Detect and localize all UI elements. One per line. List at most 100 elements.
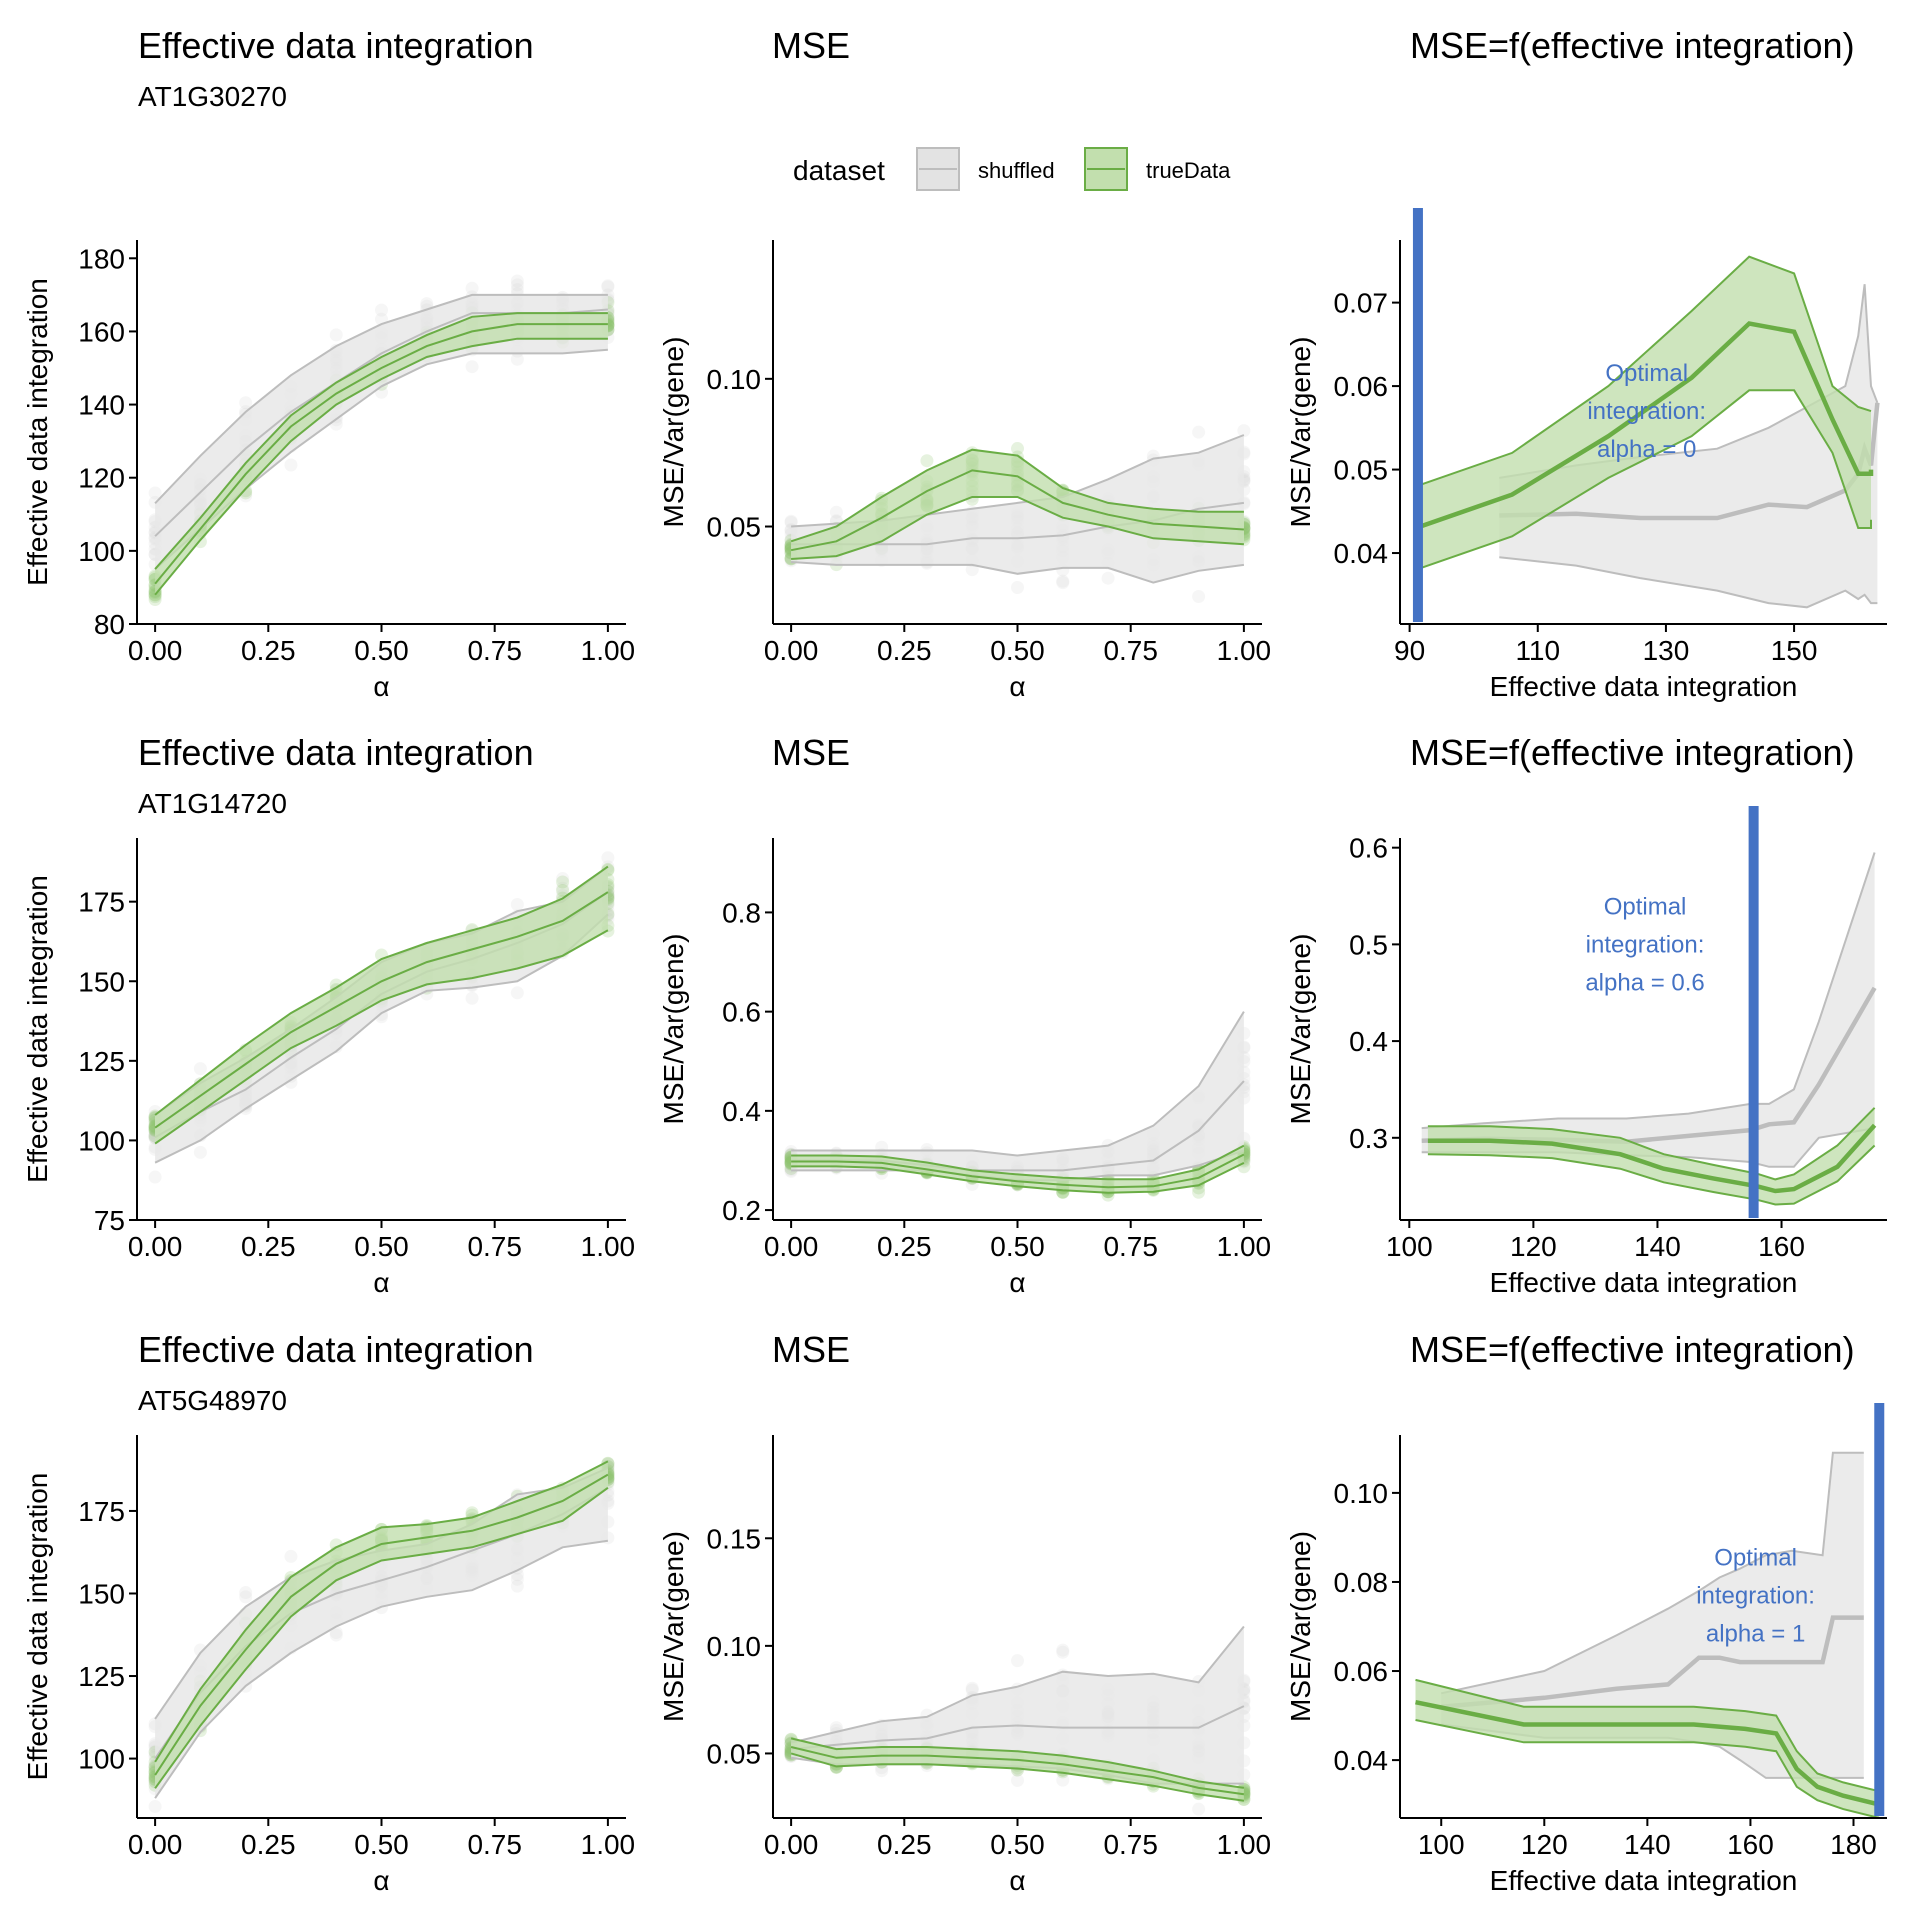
y-tick-label: 150 [78,1578,125,1609]
replicate-point-shuffled [193,1062,207,1076]
lower-bound-trueData [1415,389,1872,571]
y-tick-label: 120 [78,463,125,494]
optimal-annotation: alpha = 0 [1597,436,1696,463]
optimal-annotation: integration: [1696,1582,1815,1609]
x-tick-label: 0.00 [128,1829,183,1860]
x-tick-label: 1.00 [1217,1829,1272,1860]
plot-area [784,424,1251,603]
y-tick-label: 0.06 [1334,1656,1389,1687]
optimal-line [1874,1403,1885,1816]
lower-bound-trueData [1415,1719,1880,1817]
x-tick-label: 100 [1386,1231,1433,1262]
panel-title: Effective data integration [138,732,534,773]
y-tick-label: 160 [78,316,125,347]
replicate-point-shuffled [148,486,162,500]
panel-8: MSE 0.00 0.25 0.50 0.75 1.00 0.05 0.10 0.15 α MSE/… [658,1329,1271,1896]
axes: 0.00 0.25 0.50 0.75 1.00 75 100 125 150 175 α Effec… [22,838,635,1298]
replicate-point-trueData [1011,442,1024,456]
replicate-point-shuffled [239,1586,253,1600]
replicate-point-trueData [556,883,570,897]
replicate-point-shuffled [510,274,524,288]
x-tick-label: 150 [1771,635,1818,666]
replicate-point-trueData [148,590,162,604]
ribbon-shuffled [155,1468,608,1799]
ribbon-trueData [791,1738,1244,1801]
upper-bound-trueData [791,1144,1245,1181]
legend-label-truedata: trueData [1146,158,1231,183]
replicate-point-shuffled [1011,1654,1024,1668]
optimal-annotation: alpha = 1 [1706,1620,1805,1647]
plot-area [1421,852,1877,1206]
x-tick-label: 100 [1418,1829,1465,1860]
replicate-point-shuffled [284,458,298,472]
replicate-point-shuffled [465,991,479,1005]
replicate-point-shuffled [284,1549,298,1563]
mean-line-trueData [154,1473,609,1776]
panel-4: Effective data integration AT1G14720 0.00 0… [22,732,635,1298]
x-tick-label: 180 [1830,1829,1877,1860]
replicate-point-shuffled [375,303,388,317]
y-tick-label: 0.6 [1349,833,1388,864]
mean-line-trueData [790,1746,1245,1796]
panel-title: MSE [772,25,850,66]
axes: 100 120 140 160 180 0.04 0.06 0.08 0.10 Effective… [1285,1435,1887,1896]
optimal-annotation: Optimal [1604,893,1687,920]
upper-bound-trueData [154,312,608,570]
optimal-annotation: alpha = 0.6 [1585,969,1704,996]
y-tick-label: 0.8 [722,897,761,928]
y-axis-label: Effective data integration [22,875,53,1183]
plot-area [784,1011,1251,1202]
y-tick-label: 0.6 [722,997,761,1028]
panel-subtitle: AT1G30270 [138,81,287,112]
panel-subtitle: AT1G14720 [138,788,287,819]
optimal-annotation: Optimal [1714,1544,1797,1571]
x-tick-label: 1.00 [1217,635,1272,666]
y-tick-label: 175 [78,1496,125,1527]
axes: 90 110 130 150 0.04 0.05 0.06 0.07 Effective dat… [1285,240,1887,702]
x-axis-label: α [373,671,389,702]
replicate-point-shuffled [510,278,524,292]
y-tick-label: 0.08 [1334,1567,1389,1598]
ribbon-shuffled [791,1626,1244,1784]
upper-bound-trueData [1427,1107,1876,1181]
upper-bound-trueData [154,1460,609,1763]
y-tick-label: 0.2 [722,1195,761,1226]
x-tick-label: 1.00 [581,635,636,666]
replicate-point-shuffled [239,1590,253,1604]
y-tick-label: 0.10 [1334,1478,1389,1509]
plot-area [148,1456,615,1813]
replicate-point-shuffled [420,297,434,311]
panel-3: MSE=f(effective integration) Optimal integ… [1285,25,1887,702]
replicate-point-shuffled [601,279,615,293]
mean-line-shuffled [791,1705,1245,1751]
y-axis-label: MSE/Var(gene) [1285,337,1316,528]
y-tick-label: 0.3 [1349,1123,1388,1154]
x-tick-label: 0.75 [467,1829,522,1860]
replicate-point-shuffled [510,283,524,297]
y-tick-label: 0.04 [1334,1745,1389,1776]
mean-line-trueData [154,891,609,1129]
lower-bound-trueData [154,337,608,596]
ribbon-shuffled [791,1011,1244,1181]
mean-line-trueData [1427,1123,1877,1194]
lower-bound-trueData [154,929,609,1145]
upper-bound-shuffled [154,293,608,504]
replicate-point-shuffled [329,328,343,342]
y-tick-label: 0.10 [707,1631,762,1662]
plot-area [148,851,615,1184]
y-tick-label: 180 [78,243,125,274]
lower-bound-trueData [791,1162,1245,1194]
x-tick-label: 0.50 [354,1231,409,1262]
upper-bound-trueData [790,448,1244,543]
axes: 0.00 0.25 0.50 0.75 1.00 100 125 150 175 α Effecti… [22,1435,635,1896]
mean-line-trueData [1415,321,1874,531]
panel-title: MSE=f(effective integration) [1410,732,1855,773]
x-tick-label: 0.25 [877,1231,932,1262]
upper-bound-shuffled [1440,1451,1864,1695]
legend: dataset shuffled trueData [793,147,1231,191]
y-tick-label: 125 [78,1046,125,1077]
y-tick-label: 75 [94,1205,125,1236]
replicate-point-trueData [1192,1185,1206,1199]
